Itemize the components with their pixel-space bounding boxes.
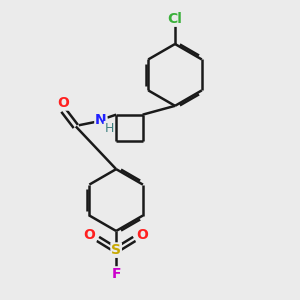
Text: Cl: Cl: [168, 12, 182, 26]
Text: H: H: [104, 122, 114, 135]
Text: O: O: [58, 96, 69, 110]
Text: O: O: [84, 228, 96, 242]
Text: S: S: [111, 243, 121, 257]
Text: O: O: [137, 228, 148, 242]
Text: F: F: [111, 267, 121, 281]
Text: N: N: [95, 113, 106, 127]
